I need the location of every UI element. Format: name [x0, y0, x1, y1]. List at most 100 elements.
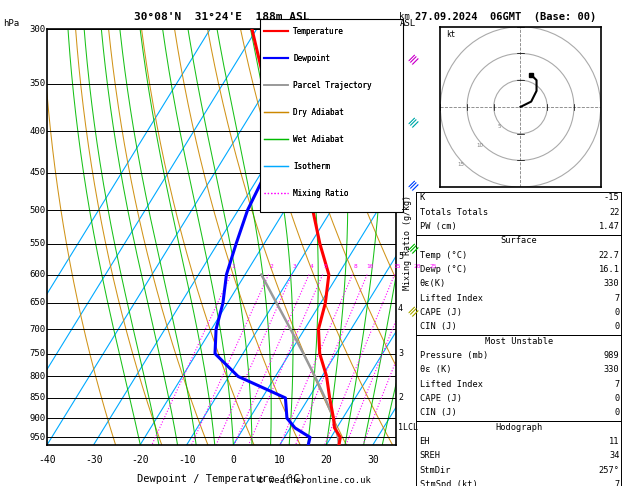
Text: K: K: [420, 193, 425, 203]
Text: 1: 1: [231, 263, 235, 269]
Text: 11: 11: [609, 437, 620, 446]
Text: Lifted Index: Lifted Index: [420, 294, 482, 303]
Text: 500: 500: [30, 206, 45, 214]
Text: 10: 10: [477, 143, 484, 148]
Text: 750: 750: [30, 349, 45, 358]
Text: 700: 700: [30, 325, 45, 334]
Text: 7: 7: [398, 139, 403, 149]
Text: 4: 4: [398, 304, 403, 313]
Text: Wet Adiabat: Wet Adiabat: [293, 135, 344, 144]
FancyBboxPatch shape: [260, 19, 403, 212]
Text: 800: 800: [30, 372, 45, 381]
Text: 0: 0: [615, 322, 620, 331]
Text: 22: 22: [609, 208, 620, 217]
Text: 20: 20: [321, 455, 332, 465]
Text: 20: 20: [413, 263, 421, 269]
Text: Dewp (°C): Dewp (°C): [420, 265, 467, 274]
Text: -15: -15: [604, 193, 620, 203]
Text: 7: 7: [615, 380, 620, 389]
Text: ≡: ≡: [405, 239, 423, 257]
Text: 7: 7: [615, 480, 620, 486]
Text: 900: 900: [30, 414, 45, 423]
Text: ≡: ≡: [405, 112, 423, 131]
Text: 34: 34: [609, 451, 620, 461]
Text: 400: 400: [30, 126, 45, 136]
Text: 0: 0: [615, 408, 620, 417]
Text: 450: 450: [30, 168, 45, 177]
Text: 3: 3: [398, 349, 403, 358]
Text: 650: 650: [30, 298, 45, 308]
Text: 5: 5: [398, 252, 403, 261]
Text: 7: 7: [615, 294, 620, 303]
Text: Surface: Surface: [501, 237, 537, 245]
Text: 2: 2: [269, 263, 273, 269]
Text: CAPE (J): CAPE (J): [420, 394, 462, 403]
Text: Most Unstable: Most Unstable: [485, 337, 553, 346]
Text: Dry Adiabat: Dry Adiabat: [293, 108, 344, 117]
Text: 0: 0: [615, 308, 620, 317]
Text: CAPE (J): CAPE (J): [420, 308, 462, 317]
Text: 22.7: 22.7: [599, 251, 620, 260]
Text: 5: 5: [323, 263, 327, 269]
Text: 16.1: 16.1: [599, 265, 620, 274]
Text: ASL: ASL: [399, 19, 416, 29]
Text: Hodograph: Hodograph: [495, 423, 543, 432]
Text: Parcel Trajectory: Parcel Trajectory: [293, 81, 372, 90]
Text: -10: -10: [178, 455, 196, 465]
Text: 30°08'N  31°24'E  188m ASL: 30°08'N 31°24'E 188m ASL: [134, 12, 309, 22]
Text: Dewpoint / Temperature (°C): Dewpoint / Temperature (°C): [137, 473, 306, 484]
Text: 950: 950: [30, 433, 45, 442]
Text: 8: 8: [398, 79, 403, 88]
Text: Temperature: Temperature: [293, 27, 344, 36]
Text: 1.47: 1.47: [599, 222, 620, 231]
Text: Mixing Ratio: Mixing Ratio: [293, 189, 349, 198]
Text: 25: 25: [430, 263, 437, 269]
Text: 6: 6: [398, 198, 403, 208]
Text: 600: 600: [30, 270, 45, 279]
Text: 30: 30: [367, 455, 379, 465]
Text: -30: -30: [85, 455, 103, 465]
Text: 850: 850: [30, 394, 45, 402]
Text: 27.09.2024  06GMT  (Base: 00): 27.09.2024 06GMT (Base: 00): [415, 12, 596, 22]
Text: ≡: ≡: [405, 175, 423, 194]
Text: PW (cm): PW (cm): [420, 222, 456, 231]
Text: 5: 5: [497, 124, 501, 129]
Text: 4: 4: [309, 263, 313, 269]
Text: km: km: [399, 12, 410, 21]
Text: Lifted Index: Lifted Index: [420, 380, 482, 389]
Text: Isotherm: Isotherm: [293, 162, 330, 171]
Text: Dewpoint: Dewpoint: [293, 54, 330, 63]
Text: 1LCL: 1LCL: [398, 423, 418, 433]
Text: Pressure (mb): Pressure (mb): [420, 351, 488, 360]
Text: Dry Adiabat: Dry Adiabat: [293, 108, 344, 117]
Text: 10: 10: [366, 263, 374, 269]
Text: ≡: ≡: [405, 302, 423, 320]
Text: θε(K): θε(K): [420, 279, 446, 289]
Text: 2: 2: [398, 394, 403, 402]
Text: Temp (°C): Temp (°C): [420, 251, 467, 260]
Text: Mixing Ratio: Mixing Ratio: [293, 189, 349, 198]
Text: 0: 0: [230, 455, 237, 465]
Text: Totals Totals: Totals Totals: [420, 208, 488, 217]
Text: 8: 8: [353, 263, 357, 269]
Text: Dewpoint: Dewpoint: [293, 54, 330, 63]
Text: 3: 3: [292, 263, 296, 269]
Text: 550: 550: [30, 239, 45, 248]
Text: 350: 350: [30, 79, 45, 88]
Text: 10: 10: [274, 455, 286, 465]
Text: ≡: ≡: [405, 49, 423, 68]
Text: 15: 15: [393, 263, 401, 269]
Text: 330: 330: [604, 279, 620, 289]
Text: -40: -40: [38, 455, 56, 465]
Text: StmDir: StmDir: [420, 466, 451, 475]
Text: kt: kt: [446, 31, 455, 39]
Text: CIN (J): CIN (J): [420, 408, 456, 417]
Text: θε (K): θε (K): [420, 365, 451, 375]
Text: Wet Adiabat: Wet Adiabat: [293, 135, 344, 144]
Text: 15: 15: [458, 162, 465, 167]
Text: SREH: SREH: [420, 451, 440, 461]
Text: Mixing Ratio (g/kg): Mixing Ratio (g/kg): [403, 195, 412, 291]
Text: 257°: 257°: [599, 466, 620, 475]
Text: 989: 989: [604, 351, 620, 360]
Text: Parcel Trajectory: Parcel Trajectory: [293, 81, 372, 90]
